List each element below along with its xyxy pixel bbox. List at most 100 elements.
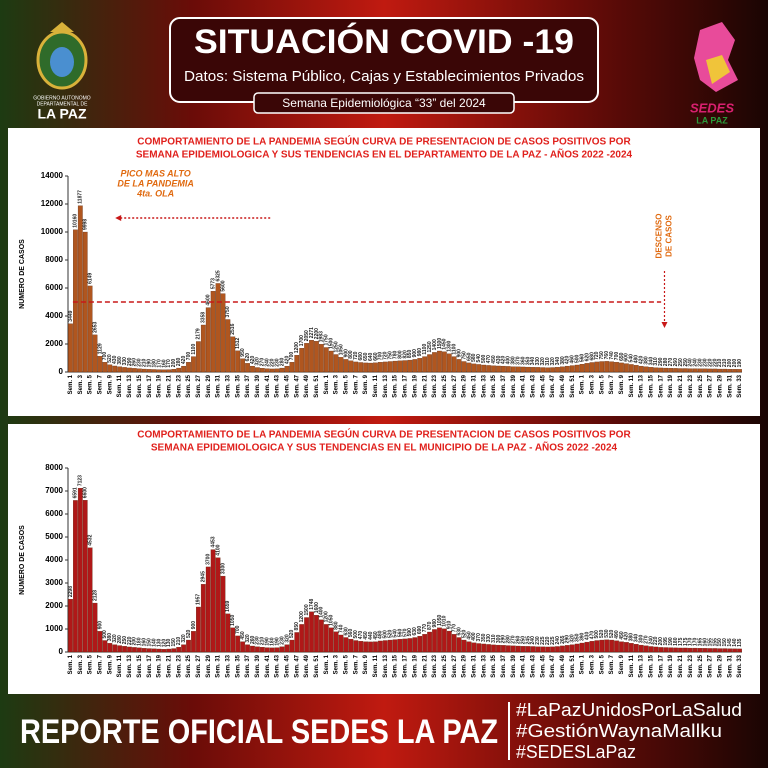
bar [540, 646, 546, 653]
value-label: 270 [643, 635, 649, 644]
value-label: 690 [417, 626, 423, 635]
bar [678, 647, 683, 653]
value-label: 225 [540, 636, 546, 645]
bar [481, 364, 487, 373]
value-label: 630 [412, 627, 418, 636]
bar [683, 368, 688, 373]
bar [333, 631, 339, 653]
x-tick-label: Sem. 11 [373, 654, 379, 677]
annotation-arrowhead [115, 215, 122, 221]
value-label: 200 [132, 637, 138, 646]
bar [628, 643, 634, 653]
x-tick-label: Sem. 1 [68, 374, 74, 394]
bar [122, 367, 127, 373]
bar [687, 368, 693, 373]
value-label: 580 [471, 353, 477, 362]
bar [274, 368, 280, 373]
bar [722, 648, 728, 653]
bar [451, 634, 457, 653]
value-label: 350 [575, 633, 581, 642]
bar [186, 639, 191, 653]
value-label: 720 [353, 351, 359, 360]
value-label: 1100 [452, 344, 458, 355]
bar [579, 642, 585, 653]
value-label: 700 [378, 352, 384, 361]
value-label: 320 [245, 634, 251, 643]
value-label: 700 [289, 352, 295, 361]
bar [619, 641, 624, 653]
bar [107, 643, 113, 653]
bar [299, 624, 305, 653]
x-tick-label: Sem. 21 [166, 654, 172, 677]
x-tick-label: Sem. 51 [570, 374, 576, 397]
bar [225, 319, 231, 373]
bar [294, 632, 300, 653]
bar [368, 362, 373, 373]
value-label: 270 [668, 358, 674, 367]
x-tick-label: Sem. 19 [668, 654, 674, 677]
value-label: 5600 [220, 280, 226, 291]
y-tick-label: 12000 [41, 199, 64, 208]
value-label: 380 [511, 356, 517, 365]
bar [284, 644, 290, 653]
value-label: 1300 [447, 340, 453, 351]
x-tick-label: Sem. 11 [117, 654, 123, 677]
bar [363, 362, 369, 373]
x-tick-label: Sem. 5 [344, 374, 350, 394]
value-label: 660 [373, 352, 379, 361]
x-tick-label: Sem. 47 [294, 374, 300, 397]
bar [609, 639, 614, 653]
value-label: 520 [186, 629, 192, 638]
value-label: 120 [161, 639, 167, 648]
bar [181, 644, 186, 653]
value-label: 4532 [87, 534, 93, 545]
x-tick-label: Sem. 7 [353, 654, 359, 674]
value-label: 1957 [196, 594, 202, 605]
value-label: 150 [171, 638, 177, 647]
x-tick-label: Sem. 43 [275, 374, 281, 397]
value-label: 440 [368, 631, 374, 640]
value-label: 220 [653, 636, 659, 645]
bar [732, 648, 737, 653]
bar [481, 643, 487, 653]
bar [737, 648, 742, 653]
x-tick-label: Sem. 9 [363, 654, 369, 674]
bar [633, 365, 639, 373]
x-tick-label: Sem. 49 [304, 374, 310, 397]
bar [353, 361, 359, 373]
value-label: 2200 [314, 328, 320, 339]
value-label: 220 [707, 358, 713, 367]
hashtag: #GestiónWaynaMallku [516, 721, 722, 741]
x-tick-label: Sem. 37 [245, 654, 251, 677]
y-tick-label: 6000 [45, 509, 63, 518]
x-tick-label: Sem. 23 [176, 374, 182, 397]
x-tick-label: Sem. 31 [727, 374, 733, 397]
bar [97, 356, 103, 373]
value-label: 11877 [78, 190, 84, 204]
bar [412, 359, 418, 373]
value-label: 9998 [83, 219, 89, 230]
x-tick-label: Sem. 25 [698, 654, 704, 677]
bar [525, 646, 531, 653]
x-tick-label: Sem. 3 [590, 374, 596, 394]
bar [417, 358, 423, 373]
value-label: 760 [604, 351, 610, 360]
bar [609, 361, 614, 373]
bar [387, 361, 393, 373]
value-label: 210 [176, 637, 182, 646]
value-label: 400 [506, 356, 512, 365]
x-tick-label: Sem. 7 [609, 374, 615, 394]
value-label: 380 [560, 356, 566, 365]
value-label: 6591 [73, 487, 79, 498]
x-tick-label: Sem. 21 [678, 374, 684, 397]
x-tick-label: Sem. 25 [442, 374, 448, 397]
bar [663, 367, 669, 373]
bar [107, 364, 113, 373]
x-tick-label: Sem. 45 [540, 374, 546, 397]
bar [658, 647, 664, 653]
value-label: 420 [284, 356, 290, 365]
bar [648, 646, 654, 653]
value-label: 1400 [432, 339, 438, 350]
bar [461, 639, 467, 653]
x-tick-label: Sem. 37 [501, 374, 507, 397]
